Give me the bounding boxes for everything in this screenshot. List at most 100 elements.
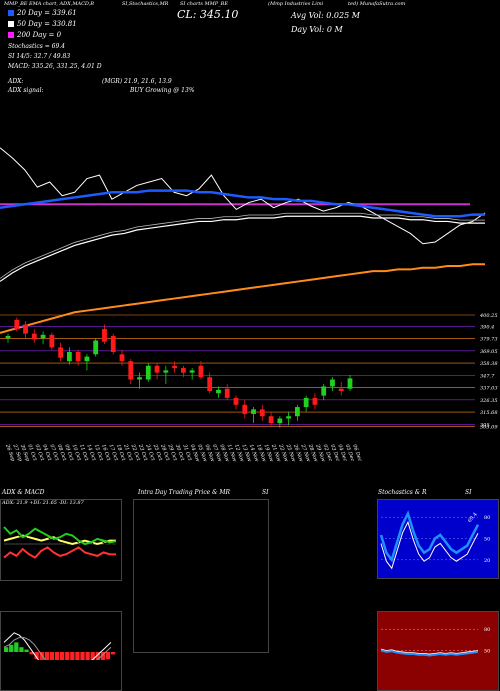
adx-macd-title: ADX & MACD — [2, 489, 45, 496]
rsi-line — [380, 649, 479, 657]
adx-series-hatch — [3, 528, 117, 547]
macd-hist-bar — [34, 652, 39, 660]
avg-volume: Avg Vol: 0.025 M — [291, 11, 360, 20]
candle-body — [277, 418, 283, 424]
candle-body — [163, 370, 169, 373]
date-tick-label: 31 Oct — [181, 444, 193, 463]
candle-body — [93, 340, 99, 355]
candle-body — [145, 365, 151, 380]
date-tick-label: 18 Oct — [115, 444, 127, 463]
date-tick-label: 19 Nov — [263, 444, 275, 463]
stoch-rsi-title: Stochastics & R — [378, 489, 427, 496]
date-tick-label: 03 Oct — [34, 444, 46, 463]
stoch-tick-label: 50 — [484, 537, 490, 543]
price-level-label: 315.68 — [480, 410, 498, 416]
candle-body — [84, 356, 90, 362]
macd-hist-bar — [4, 647, 9, 652]
ema-series-20-day — [0, 189, 485, 218]
macd-hist-bar — [70, 652, 75, 660]
candle-body — [172, 365, 178, 369]
rsi-signal-line — [380, 648, 479, 655]
macd-hist-bar — [19, 647, 24, 652]
adx-signal: BUY Growing @ 13% — [130, 87, 195, 94]
candle-body — [75, 352, 81, 362]
ema-series-price — [0, 147, 486, 245]
macd-hist-bar — [44, 652, 50, 660]
date-tick-label: 13 Nov — [240, 444, 252, 463]
intraday-title: Intra Day Trading Price & MR — [138, 489, 231, 496]
candle-body — [58, 347, 64, 358]
price-level-label: 305 — [480, 422, 490, 428]
date-tick-label: 16 Oct — [100, 444, 112, 463]
candle-body — [216, 389, 221, 394]
ema-series-50-day-band — [0, 212, 485, 279]
macd-hist-bar — [75, 652, 80, 660]
macd-hist-bar — [100, 652, 106, 660]
price-level-label: 358.38 — [480, 361, 498, 367]
candle-body — [224, 388, 230, 398]
ema20-label: 20 Day = 339.61 — [17, 9, 77, 17]
adx-series-hatch — [3, 536, 116, 547]
candle-body — [5, 335, 11, 339]
date-tick-label: 02 Dec — [322, 444, 334, 463]
macd-hist-bar — [60, 652, 65, 660]
candle-body — [110, 335, 116, 352]
header-top-4: (Mmp Industries Limi — [268, 1, 324, 7]
candle-body — [303, 397, 309, 408]
candle-body — [207, 377, 213, 391]
price-level-label: 369.05 — [480, 349, 498, 355]
macd-hist-bar — [29, 652, 34, 655]
macd-hist-bar — [65, 652, 70, 660]
date-tick-label: 12 Nov — [233, 444, 245, 463]
adx-readout: ADX: 21.9 +DI: 21.65 -DI: 13.87 — [2, 500, 84, 506]
price-level-label: 400.25 — [479, 313, 498, 319]
adx-signal-label: ADX signal: — [8, 87, 44, 94]
stoch-rsi-title2: SI — [465, 489, 472, 496]
header-top-2: SI,Stochastics,MR — [122, 1, 169, 7]
price-level-label: 379.73 — [480, 337, 498, 343]
macd-readout: MACD: 335.26, 331.25, 4.01 D — [8, 63, 102, 70]
date-tick-label: 15 Oct — [93, 444, 105, 463]
adx-values: (MGR) 21.9, 21.6, 13.9 — [102, 78, 172, 85]
close-price: CL: 345.10 — [177, 8, 239, 21]
date-tick-label: 14 Oct — [85, 444, 97, 463]
ema200-label: 200 Day = 0 — [17, 31, 62, 39]
date-tick-label: 14 Nov — [248, 444, 260, 463]
adx-label: ADX: — [8, 78, 24, 85]
candle-body — [31, 333, 37, 340]
header-top-3: SI charts MMP_BE — [180, 1, 228, 7]
date-tick-label: 03 Dec — [329, 444, 341, 463]
adx-series-di — [3, 526, 117, 546]
macd-hist-bar — [39, 652, 44, 660]
price-level-label: 326.35 — [480, 398, 498, 404]
ema-series-200-day — [0, 263, 485, 334]
candle-body — [23, 324, 28, 334]
candle-body — [259, 409, 265, 417]
adx-series-adx — [3, 534, 116, 546]
stoch-tick-label: 20 — [484, 558, 490, 564]
adx-panel — [0, 499, 122, 581]
macd-hist-bar — [85, 652, 90, 660]
candle-body — [154, 365, 160, 373]
candle-body — [268, 416, 274, 424]
macd-signal-line — [3, 637, 112, 660]
macd-hist-bar — [49, 652, 55, 660]
date-tick-label: 05 Nov — [196, 444, 208, 463]
candle-body — [242, 404, 248, 414]
adx-series-di — [3, 546, 117, 559]
date-tick-label: 07 Nov — [211, 444, 223, 463]
candle-body — [251, 409, 256, 414]
date-tick-label: 10 Oct — [71, 444, 83, 463]
date-tick-label: 30 Sep — [19, 444, 31, 463]
macd-hist-bar — [95, 652, 100, 660]
candle-body — [119, 354, 125, 362]
date-tick-label: 30 Oct — [174, 444, 186, 463]
stoch-tick-label: 80 — [484, 515, 490, 521]
date-tick-label: 08 Oct — [56, 444, 68, 463]
stochastics-signal-line — [380, 520, 479, 570]
intraday-panel — [133, 499, 269, 653]
adx-series-hatch — [3, 548, 117, 561]
stochastics-value-label: 69.4 — [467, 512, 479, 524]
candle-body — [294, 407, 300, 417]
